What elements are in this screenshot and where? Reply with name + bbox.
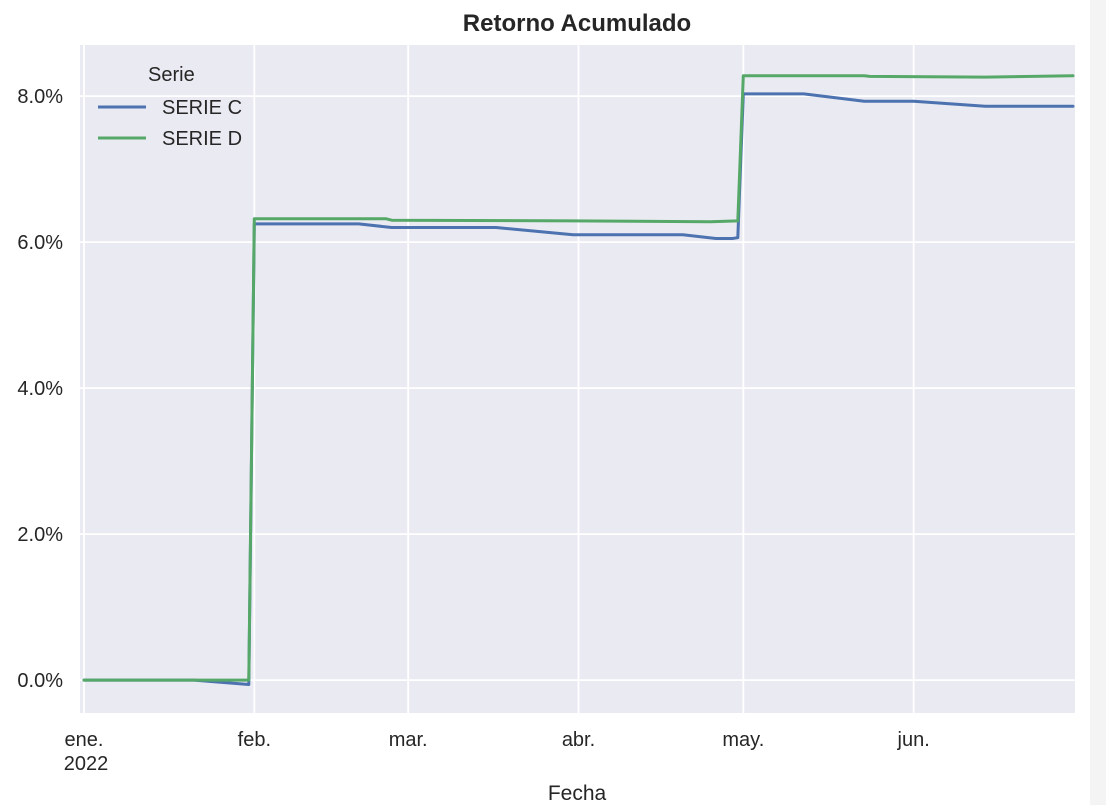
x-tick-label: mar.	[389, 729, 428, 751]
x-tick-label: ene.	[65, 729, 104, 751]
y-tick-label: 6.0%	[17, 232, 63, 254]
y-gridlines	[80, 95, 1075, 682]
x-gridlines	[83, 45, 915, 713]
y-tick-label: 0.0%	[17, 670, 63, 692]
x-tick-label: abr.	[562, 729, 595, 751]
plot-area	[80, 45, 1075, 713]
window-edge	[1090, 0, 1106, 805]
legend: Serie SERIE C SERIE D	[98, 64, 242, 150]
y-tick-label: 8.0%	[17, 86, 63, 108]
x-tick-sublabel: 2022	[64, 753, 109, 775]
series-line-serie-d	[82, 74, 1075, 682]
chart-title: Retorno Acumulado	[463, 10, 691, 37]
x-tick-label: jun.	[897, 729, 930, 751]
legend-title: Serie	[148, 64, 195, 86]
y-tick-label: 4.0%	[17, 378, 63, 400]
y-tick-labels: 0.0% 2.0% 4.0% 6.0% 8.0%	[17, 86, 63, 692]
legend-label-serie-d: SERIE D	[162, 128, 242, 150]
y-tick-label: 2.0%	[17, 524, 63, 546]
x-tick-label: feb.	[238, 729, 271, 751]
x-tick-label: may.	[722, 729, 764, 751]
legend-label-serie-c: SERIE C	[162, 97, 242, 119]
x-axis-label: Fecha	[548, 782, 607, 805]
series-lines	[82, 74, 1075, 686]
x-tick-labels: ene.2022 feb. mar. abr. may. jun.	[64, 729, 930, 775]
